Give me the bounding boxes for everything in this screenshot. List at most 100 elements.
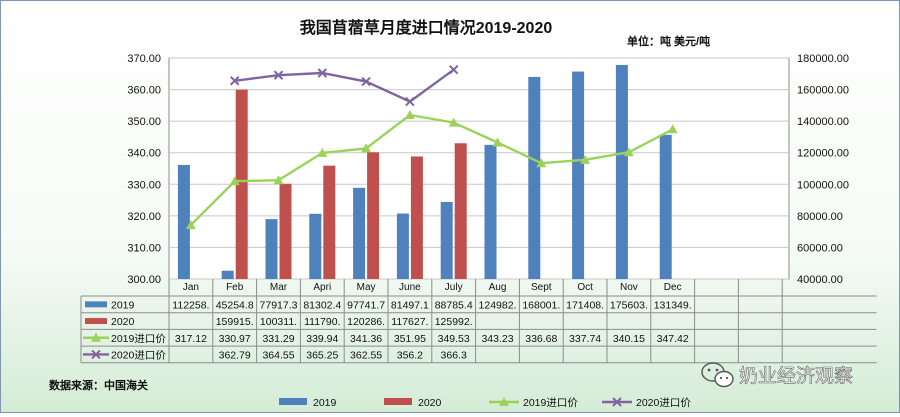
point-2019进口价 bbox=[361, 143, 372, 153]
table-cell: 111790. bbox=[304, 316, 340, 328]
table-cell: 97741.7 bbox=[347, 299, 385, 311]
table-row-header: 2020进口价 bbox=[111, 349, 166, 361]
point-2019进口价 bbox=[623, 147, 634, 157]
point-2019进口价 bbox=[229, 176, 240, 186]
table-cell: 362.79 bbox=[219, 349, 251, 361]
bar-2019 bbox=[221, 270, 234, 279]
table-cell: 159915. bbox=[216, 316, 254, 328]
point-2019进口价 bbox=[273, 175, 284, 185]
table-cell: 365.25 bbox=[306, 349, 338, 361]
x-axis-tick-label: Sept bbox=[531, 282, 552, 293]
left-axis-tick-label: 310.00 bbox=[127, 242, 161, 254]
left-axis-tick-label: 300.00 bbox=[127, 274, 161, 286]
x-axis-tick-label: Feb bbox=[226, 282, 244, 293]
table-row-header: 2019 bbox=[111, 299, 135, 311]
table-row-header: 2019进口价 bbox=[111, 333, 166, 345]
table-cell: 171408. bbox=[566, 299, 604, 311]
bar-2019 bbox=[615, 64, 628, 279]
table-cell: 81497.1 bbox=[391, 299, 429, 311]
bar-2019 bbox=[353, 187, 366, 279]
bar-2020 bbox=[235, 89, 248, 280]
right-axis-tick-label: 180000.00 bbox=[797, 53, 849, 65]
x-axis-tick-label: June bbox=[399, 282, 421, 293]
left-axis-tick-label: 320.00 bbox=[127, 211, 161, 223]
bar-2020 bbox=[323, 165, 336, 279]
x-axis-tick-label: Oct bbox=[577, 282, 593, 293]
bar-2020 bbox=[410, 156, 423, 279]
wechat-icon bbox=[701, 362, 734, 388]
right-axis-tick-label: 120000.00 bbox=[797, 148, 849, 160]
table-cell: 362.55 bbox=[350, 349, 382, 361]
table-cell: 330.97 bbox=[219, 333, 251, 345]
line-2019进口价 bbox=[190, 113, 674, 226]
point-2020进口价 bbox=[405, 96, 415, 107]
table-cell: 337.74 bbox=[569, 333, 601, 345]
table-cell: 366.3 bbox=[441, 349, 467, 361]
bar-2019 bbox=[572, 71, 585, 280]
plot-area: 300.00 310.00 320.00 330.00 340.00 350.00 360.… bbox=[127, 53, 849, 286]
right-axis-tick-label: 100000.00 bbox=[797, 179, 849, 191]
legend-label: 2020 bbox=[418, 397, 442, 409]
point-2019进口价 bbox=[492, 137, 503, 147]
table-cell: 117627. bbox=[391, 316, 428, 328]
table-cell: 124982. bbox=[479, 299, 517, 311]
table-cell: 336.68 bbox=[525, 333, 557, 345]
bar-2019 bbox=[484, 144, 497, 279]
point-2019进口价 bbox=[499, 397, 509, 406]
point-2019进口价 bbox=[536, 158, 547, 168]
point-2019进口价 bbox=[91, 332, 101, 342]
bar-2019 bbox=[309, 213, 322, 279]
right-axis-tick-label: 60000.00 bbox=[797, 242, 843, 254]
point-2020进口价 bbox=[317, 68, 328, 78]
right-axis-tick-label: 40000.00 bbox=[797, 274, 843, 286]
left-axis-tick-label: 340.00 bbox=[127, 148, 161, 160]
x-axis-tick-label: Jan bbox=[183, 282, 199, 293]
x-axis-tick-label: Nov bbox=[620, 282, 638, 293]
line-2020进口价 bbox=[234, 68, 455, 103]
watermark: 奶业经济观察 bbox=[701, 362, 853, 388]
point-2019进口价 bbox=[580, 154, 591, 164]
table-key-2020 bbox=[85, 318, 107, 325]
point-2019进口价 bbox=[185, 219, 196, 229]
bar-2019 bbox=[528, 76, 541, 279]
left-axis-tick-label: 360.00 bbox=[127, 85, 161, 97]
legend-label: 2020进口价 bbox=[636, 397, 691, 409]
x-axis-tick-label: Aug bbox=[489, 282, 507, 293]
point-2020进口价 bbox=[273, 70, 284, 80]
right-axis-tick-label: 80000.00 bbox=[797, 211, 843, 223]
legend-label: 2019 bbox=[313, 397, 337, 409]
x-axis-tick-label: Mar bbox=[270, 282, 288, 293]
table-cell: 341.36 bbox=[350, 333, 382, 345]
table-cell: 331.29 bbox=[262, 333, 294, 345]
bar-2020 bbox=[367, 152, 380, 279]
legend-label: 2019进口价 bbox=[523, 397, 578, 409]
point-2020进口价 bbox=[361, 76, 371, 87]
x-axis-tick-label: Dec bbox=[664, 282, 682, 293]
right-axis-tick-label: 160000.00 bbox=[797, 85, 849, 97]
chart-title: 我国苜蓿草月度进口情况2019-2020 bbox=[300, 18, 553, 37]
point-2020进口价 bbox=[448, 64, 459, 75]
table-cell: 120286. bbox=[347, 316, 385, 328]
unit-label: 单位：吨 美元/吨 bbox=[627, 34, 710, 48]
legend: 2019 2020 2019进口价 2020进口价 bbox=[279, 397, 691, 409]
table-cell: 340.15 bbox=[613, 333, 645, 345]
x-axis-tick-label: July bbox=[445, 282, 463, 293]
point-2019进口价 bbox=[448, 117, 459, 127]
table-cell: 112258. bbox=[172, 299, 209, 311]
left-axis-tick-label: 330.00 bbox=[127, 179, 161, 191]
table-cell: 364.55 bbox=[262, 349, 294, 361]
bar-2019 bbox=[177, 164, 190, 279]
table-cell: 131349. bbox=[654, 299, 692, 311]
table-cell: 351.95 bbox=[394, 333, 426, 345]
table-cell: 347.42 bbox=[657, 333, 689, 345]
table-cell: 339.94 bbox=[306, 333, 338, 345]
table-cell: 349.53 bbox=[438, 333, 470, 345]
point-2020进口价 bbox=[612, 397, 622, 407]
table-cell: 77917.3 bbox=[260, 299, 298, 311]
table-cell: 317.12 bbox=[175, 333, 207, 345]
table-cell: 175603. bbox=[610, 299, 648, 311]
point-2019进口价 bbox=[667, 124, 678, 134]
table-cell: 343.23 bbox=[481, 333, 513, 345]
bar-2019 bbox=[265, 219, 278, 279]
